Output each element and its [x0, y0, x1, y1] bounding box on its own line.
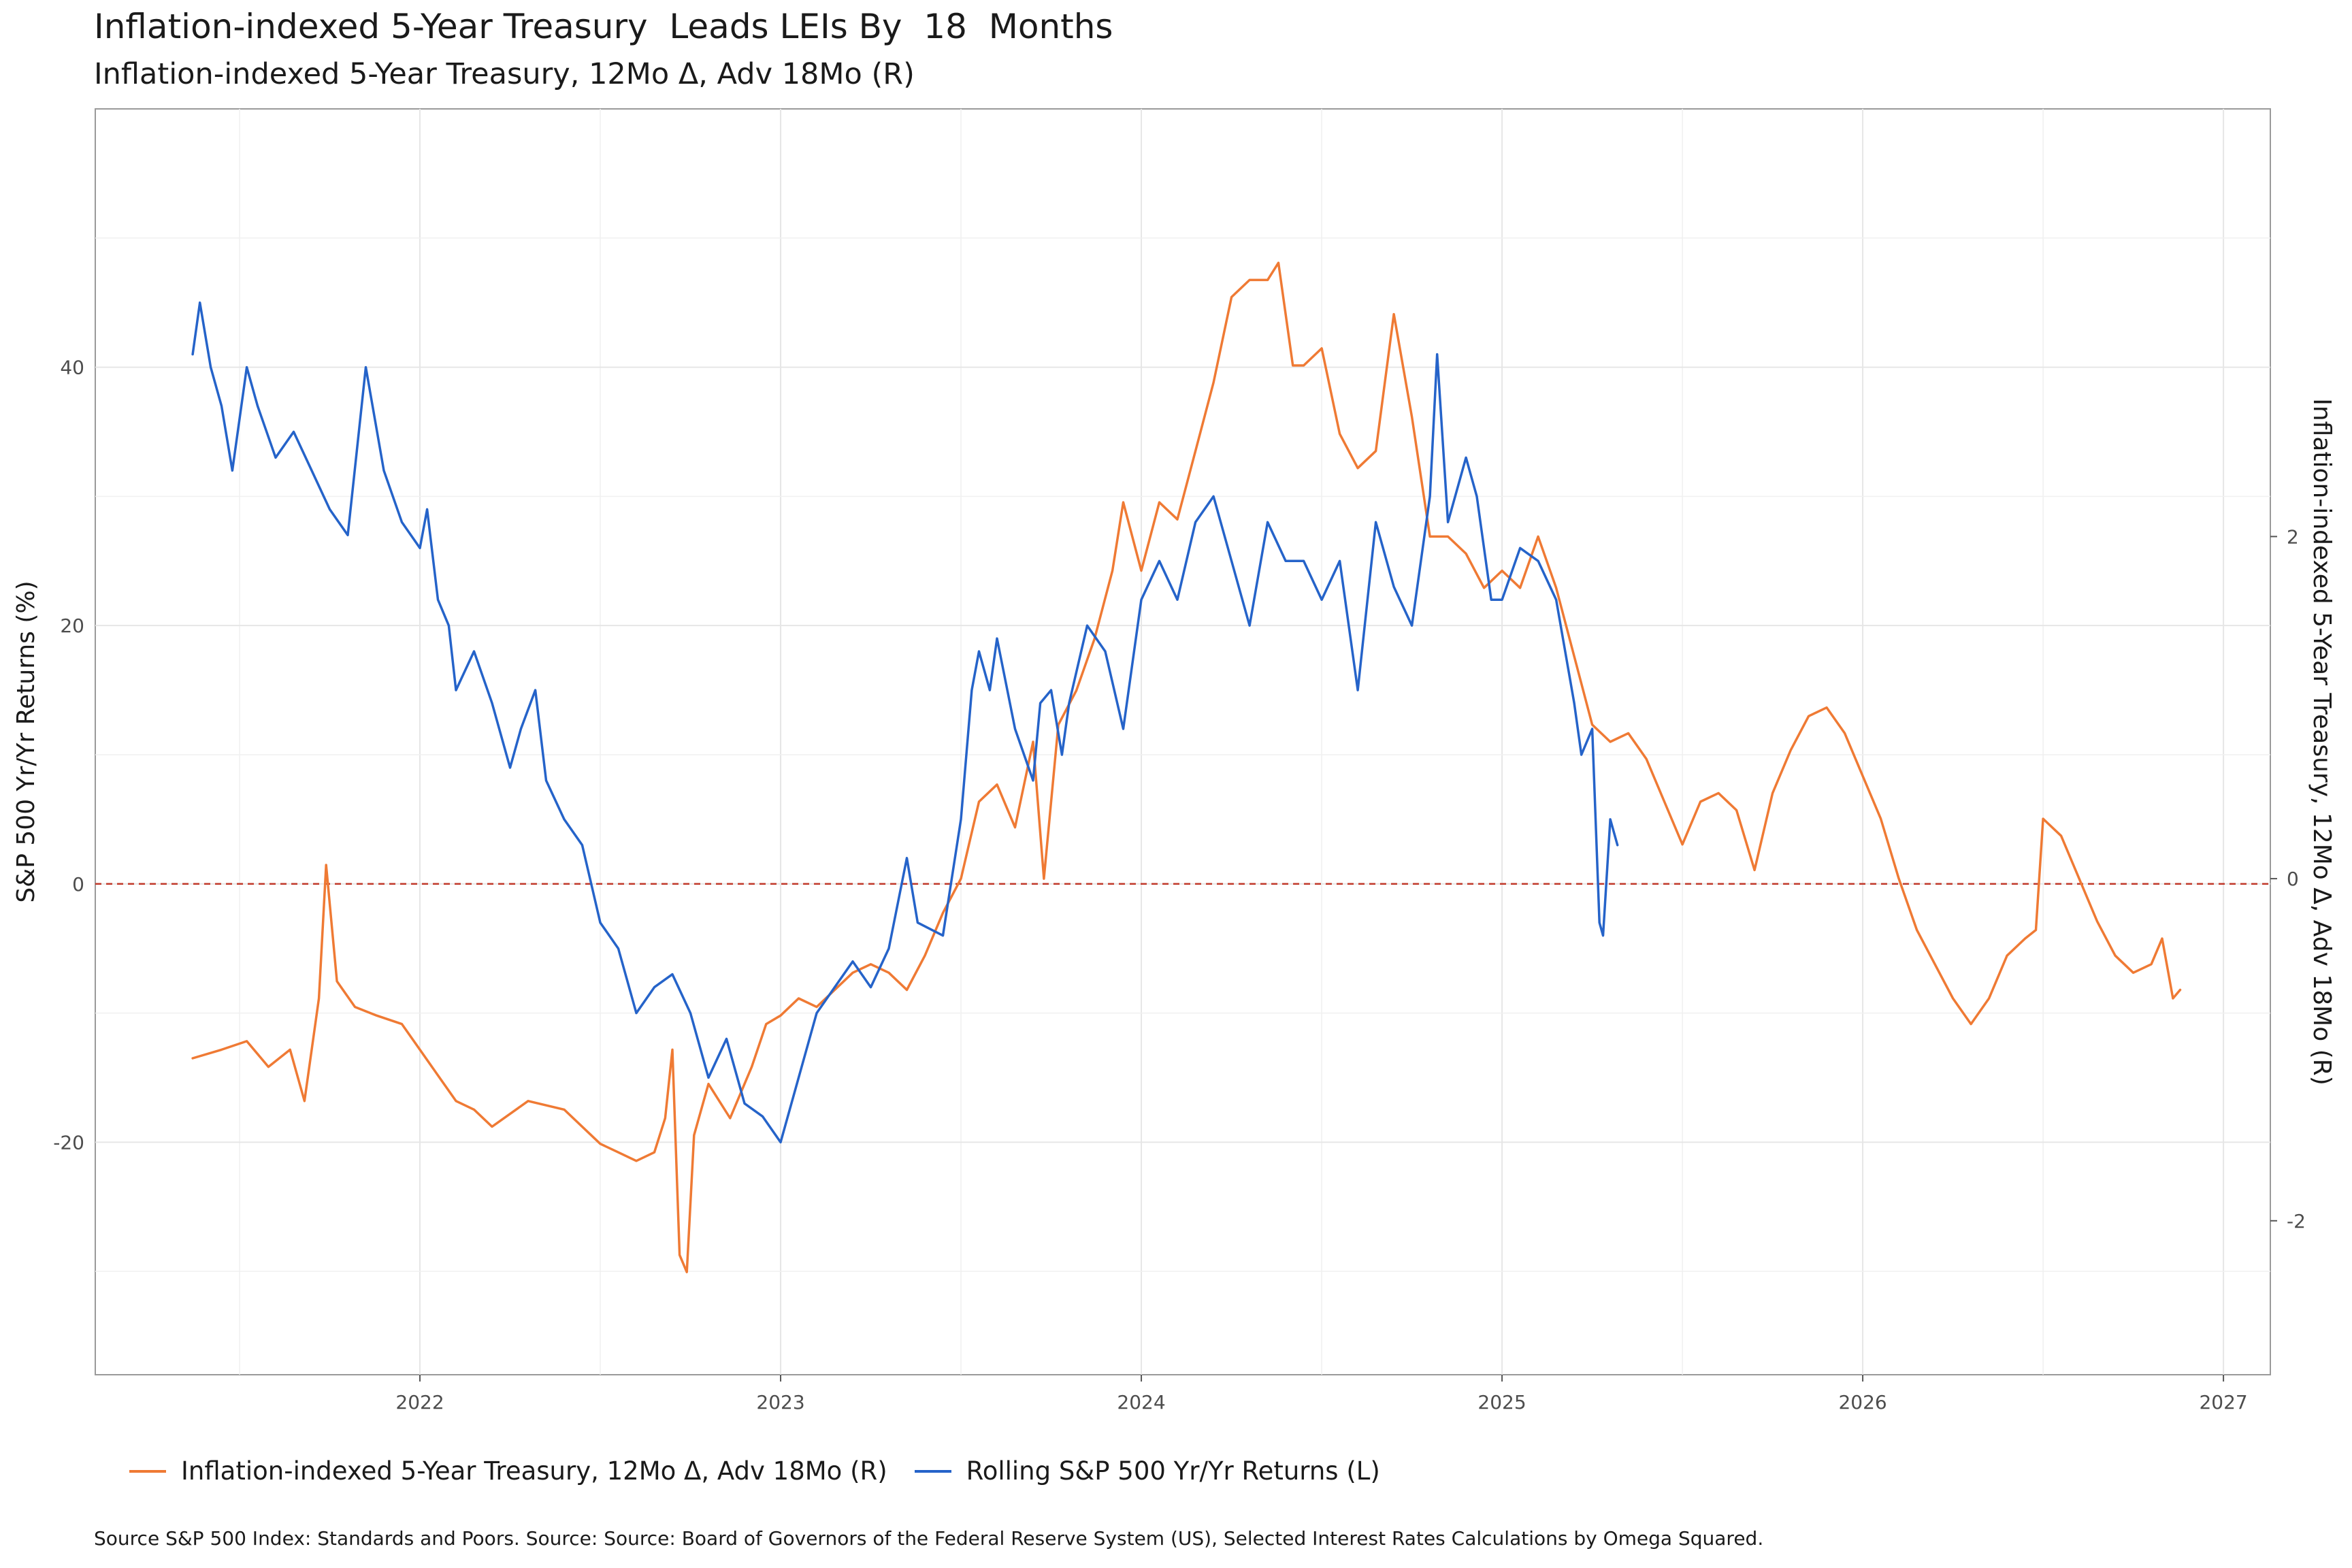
- chart-title: Inflation-indexed 5-Year Treasury Leads …: [94, 7, 1113, 46]
- x-tick-label: 2022: [395, 1391, 444, 1414]
- plot-panel-border: [95, 108, 2271, 1375]
- y-right-axis-title: Inflation-indexed 5-Year Treasury, 12Mo …: [2308, 398, 2336, 1085]
- legend: Inflation-indexed 5-Year Treasury, 12Mo …: [129, 1456, 1407, 1486]
- x-tick-label: 2025: [1477, 1391, 1526, 1414]
- series-line-sp500: [191, 301, 1619, 1144]
- source-caption: Source S&P 500 Index: Standards and Poor…: [94, 1527, 1764, 1550]
- y-left-tick-label: 40: [60, 357, 84, 379]
- y-left-tick-label: 0: [72, 873, 84, 896]
- y-left-tick-label: 20: [60, 615, 84, 637]
- legend-label-treasury: Inflation-indexed 5-Year Treasury, 12Mo …: [181, 1456, 887, 1486]
- legend-item-sp500: Rolling S&P 500 Yr/Yr Returns (L): [914, 1456, 1380, 1486]
- x-tick-label: 2027: [2199, 1391, 2247, 1414]
- series-line-treasury: [191, 261, 2182, 1273]
- legend-label-sp500: Rolling S&P 500 Yr/Yr Returns (L): [966, 1456, 1380, 1486]
- x-tick-label: 2024: [1117, 1391, 1165, 1414]
- legend-item-treasury: Inflation-indexed 5-Year Treasury, 12Mo …: [129, 1456, 887, 1486]
- x-tick-label: 2023: [756, 1391, 804, 1414]
- y-right-tick-label: -2: [2287, 1210, 2306, 1232]
- y-left-tick-label: -20: [53, 1131, 84, 1154]
- chart-subtitle: Inflation-indexed 5-Year Treasury, 12Mo …: [94, 57, 915, 91]
- legend-swatch-orange: [129, 1469, 166, 1473]
- y-right-tick-label: 2: [2287, 525, 2299, 548]
- y-right-tick-label: 0: [2287, 868, 2299, 890]
- legend-swatch-blue: [914, 1469, 951, 1473]
- x-tick-label: 2026: [1838, 1391, 1886, 1414]
- y-left-axis-title: S&P 500 Yr/Yr Returns (%): [12, 581, 40, 902]
